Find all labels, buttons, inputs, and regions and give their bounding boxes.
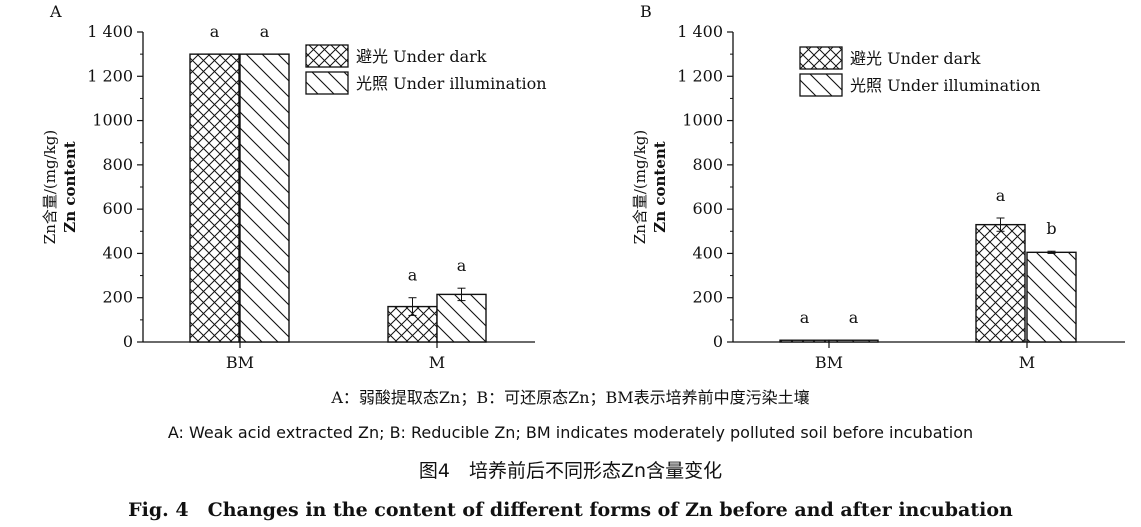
legend-swatch: [799, 73, 843, 97]
y-tick-label: 200: [692, 288, 723, 307]
abbreviation-caption-en: A: Weak acid extracted Zn; B: Reducible …: [167, 423, 974, 442]
significance-letter: a: [408, 266, 418, 285]
y-axis-label: Zn含量/(mg/kg): [631, 130, 649, 244]
legend-swatch: [305, 44, 349, 68]
bar: [828, 339, 879, 343]
legend-swatch: [305, 71, 349, 95]
y-tick-label: 400: [692, 243, 723, 262]
significance-letter: a: [800, 308, 810, 327]
significance-letter: a: [260, 22, 270, 41]
y-tick-label: 0: [713, 332, 723, 351]
figure-title-en: Fig. 4 Changes in the content of differe…: [128, 499, 1013, 521]
legend-entry: 光照 Under illumination: [356, 74, 547, 93]
y-tick-label: 1 200: [677, 66, 723, 85]
x-tick-label: BM: [815, 353, 843, 372]
y-axis-label: Zn含量/(mg/kg): [41, 130, 59, 244]
y-tick-label: 400: [102, 243, 133, 262]
significance-letter: a: [996, 186, 1006, 205]
y-tick-label: 800: [102, 155, 133, 174]
y-tick-label: 200: [102, 288, 133, 307]
legend-entry: 避光 Under dark: [356, 47, 487, 66]
chart-panel-a: A 0 200 400 600 800 1000 1 200 1 400 Zn含量/(mg/kg)…: [41, 2, 547, 372]
chart-panel-b: B 0 200 400 600 800 1000 1 200 1 400 Zn含量/(mg/kg)…: [631, 2, 1125, 372]
y-tick-label: 1000: [682, 111, 723, 130]
y-tick-label: 600: [102, 199, 133, 218]
x-tick-label: M: [429, 353, 445, 372]
y-tick-label: 800: [692, 155, 723, 174]
panel-label: A: [49, 2, 62, 21]
x-tick-label: M: [1019, 353, 1035, 372]
y-axis-label: Zn content: [61, 141, 79, 232]
significance-letter: a: [210, 22, 220, 41]
significance-letter: a: [849, 308, 859, 327]
y-tick-label: 1 200: [87, 66, 133, 85]
figure-canvas: A 0 200 400 600 800 1000 1 200 1 400 Zn含量/(mg/kg)…: [41, 2, 1125, 372]
y-tick-label: 600: [692, 199, 723, 218]
y-axis-label: Zn content: [651, 141, 669, 232]
bar: [436, 293, 487, 343]
y-tick-label: 1000: [92, 111, 133, 130]
bar: [189, 53, 240, 343]
x-tick-label: BM: [226, 353, 254, 372]
y-tick-label: 1 400: [87, 22, 133, 41]
y-tick-label: 0: [123, 332, 133, 351]
panel-label: B: [640, 2, 652, 21]
y-tick-label: 1 400: [677, 22, 723, 41]
bar: [1026, 251, 1077, 343]
legend-entry: 避光 Under dark: [850, 49, 981, 68]
legend-entry: 光照 Under illumination: [850, 76, 1041, 95]
bar: [779, 339, 830, 343]
legend-swatch: [799, 46, 843, 70]
significance-letter: b: [1046, 219, 1056, 238]
significance-letter: a: [457, 256, 467, 275]
bar: [239, 53, 290, 343]
abbreviation-caption-cn: A：弱酸提取态Zn；B：可还原态Zn；BM表示培养前中度污染土壤: [331, 388, 810, 407]
bar: [975, 223, 1026, 343]
figure-title-cn: 图4 培养前后不同形态Zn含量变化: [418, 460, 723, 482]
